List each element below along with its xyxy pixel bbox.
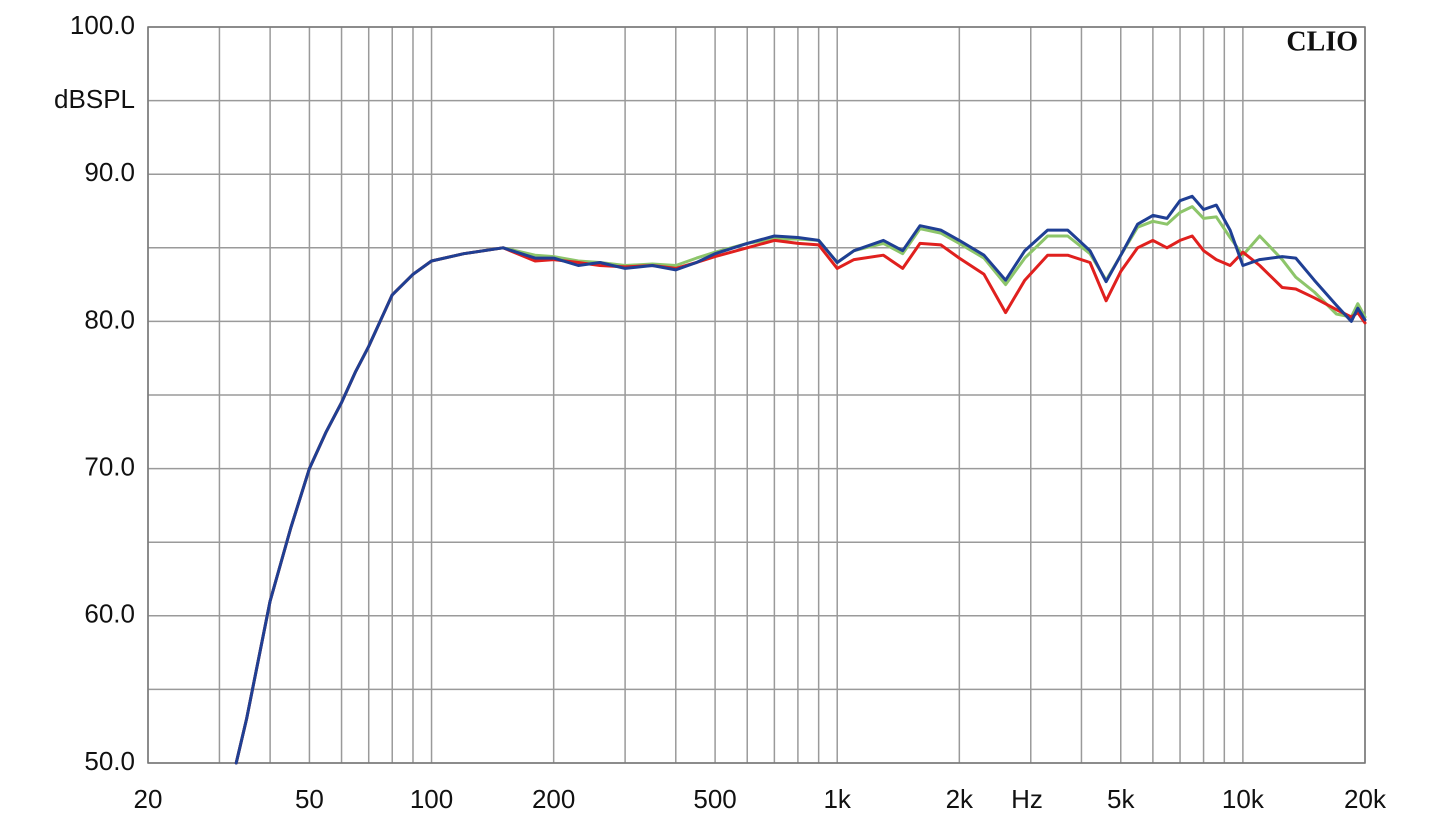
y-tick-label: 50.0 bbox=[84, 746, 135, 776]
x-tick-label: 2k bbox=[946, 784, 974, 814]
x-tick-label: 500 bbox=[693, 784, 736, 814]
x-tick-label: 5k bbox=[1107, 784, 1135, 814]
x-tick-label: 20k bbox=[1344, 784, 1387, 814]
x-tick-label: 10k bbox=[1222, 784, 1265, 814]
x-tick-label: 20 bbox=[134, 784, 163, 814]
plot-frame bbox=[147, 26, 1366, 764]
y-axis-label: dBSPL bbox=[54, 84, 135, 114]
x-tick-label: 200 bbox=[532, 784, 575, 814]
x-axis-label: Hz bbox=[1011, 784, 1043, 814]
y-tick-label: 70.0 bbox=[84, 451, 135, 481]
response-curve bbox=[234, 194, 1367, 765]
y-tick-label: 90.0 bbox=[84, 157, 135, 187]
response-curve bbox=[234, 234, 1367, 765]
x-tick-label: 100 bbox=[410, 784, 453, 814]
watermark: CLIO bbox=[1286, 26, 1358, 57]
y-tick-label: 60.0 bbox=[84, 599, 135, 629]
response-curve bbox=[234, 205, 1367, 765]
x-tick-label: 1k bbox=[823, 784, 851, 814]
y-tick-label: 80.0 bbox=[84, 304, 135, 334]
y-tick-label: 100.0 bbox=[70, 10, 135, 40]
x-tick-label: 50 bbox=[295, 784, 324, 814]
